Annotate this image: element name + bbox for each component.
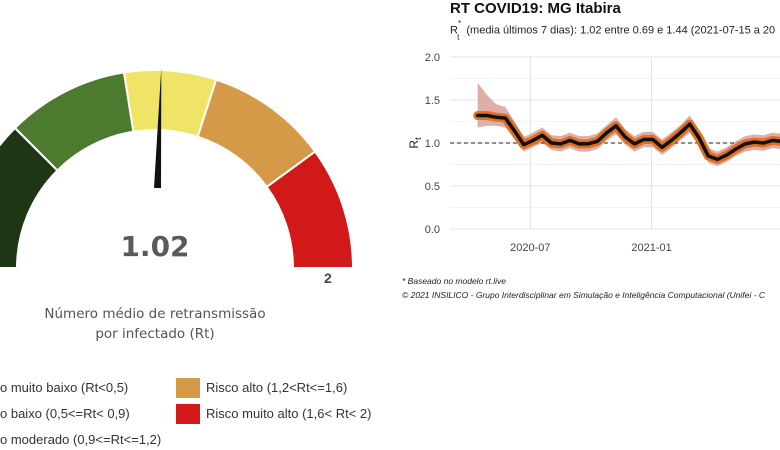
rt-point [577, 142, 581, 146]
rt-gauge [0, 68, 355, 269]
chart-note-copyright: © 2021 INSILICO - Grupo Interdisciplinar… [402, 290, 765, 300]
gauge-caption: Número médio de retransmissão por infect… [20, 304, 290, 344]
y-tick-label: 2.0 [425, 52, 440, 64]
rt-point [679, 131, 682, 134]
rt-point [559, 142, 562, 146]
legend-item-moderate: o moderado (0,9<=Rt<=1,2) [0, 432, 162, 447]
rt-point [716, 158, 719, 161]
rt-point [596, 140, 599, 143]
chart-title: RT COVID19: MG Itabira [450, 0, 621, 17]
legend-item-low: o baixo (0,5<=Rt< 0,9) [0, 406, 130, 421]
x-tick-label: 2021-01 [631, 242, 671, 254]
rt-point [568, 139, 572, 142]
rt-point [614, 124, 618, 128]
rt-point [697, 136, 701, 140]
legend-swatch-very-high [176, 404, 200, 424]
rt-point [541, 134, 544, 137]
rt-point [485, 114, 489, 117]
rt-point [725, 153, 728, 157]
gauge-needle [154, 68, 162, 189]
rt-point [550, 141, 553, 145]
y-tick-label: 1.0 [425, 138, 440, 150]
rt-series-line [475, 113, 780, 162]
subtitle-r: R [450, 24, 458, 37]
rt-point [587, 142, 590, 146]
rt-line-chart: 0.0 0.5 1.0 1.5 2.0 2020-07 2021-01 Rt [407, 52, 780, 254]
rt-point [531, 139, 535, 142]
subtitle-star: * [457, 19, 462, 28]
gauge-caption-line1: Número médio de retransmissão [44, 306, 266, 322]
y-axis-label: Rt [407, 137, 423, 149]
rt-point [707, 154, 710, 158]
rt-point [522, 143, 525, 146]
rt-point [688, 122, 691, 126]
subtitle-t: t [457, 32, 460, 42]
rt-point [476, 114, 479, 117]
y-tick-label: 1.5 [425, 95, 440, 107]
rt-point [494, 116, 498, 119]
rt-point [670, 139, 673, 142]
y-tick-label: 0.0 [425, 224, 440, 236]
rt-point [513, 129, 516, 133]
legend-item-very-high: Risco muito alto (1,6< Rt< 2) [206, 406, 372, 421]
legend-swatch-high [176, 378, 200, 398]
chart-subtitle: R* t (media últimos 7 dias): 1.02 entre 0… [450, 19, 776, 42]
legend-item-high: Risco alto (1,2<Rt<=1,6) [206, 380, 348, 395]
rt-series-outline [473, 110, 780, 164]
rt-point [504, 116, 507, 120]
rt-point [734, 147, 738, 151]
y-tick-label: 0.5 [425, 181, 440, 193]
rt-point [753, 140, 756, 144]
rt-point [605, 131, 608, 134]
subtitle-text: (media últimos 7 dias): 1.02 entre 0.69 … [463, 24, 776, 37]
rt-point [633, 142, 636, 146]
rt-point [743, 142, 747, 146]
gauge-value: 1.02 [120, 230, 190, 263]
gauge-caption-line2: por infectado (Rt) [95, 326, 215, 342]
rt-point [762, 141, 765, 145]
gauge-max-label: 2 [324, 270, 332, 286]
chart-note-model: * Baseado no modelo rt.live [402, 276, 506, 286]
rt-point [660, 146, 664, 149]
rt-point [771, 139, 774, 142]
rt-point [642, 138, 645, 141]
x-tick-label: 2020-07 [510, 242, 550, 254]
legend-item-very-low: o muito baixo (Rt<0,5) [0, 380, 129, 395]
rt-point [651, 138, 655, 141]
gauge-band-4 [265, 150, 355, 269]
rt-point [624, 135, 627, 139]
